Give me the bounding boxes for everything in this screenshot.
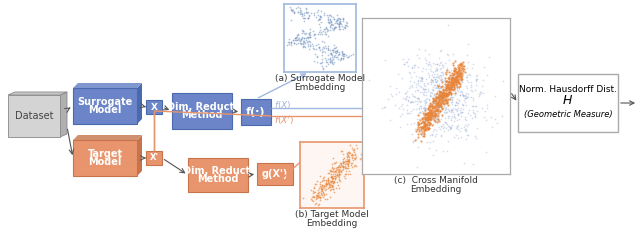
Text: Embedding: Embedding (410, 185, 461, 194)
Text: Target: Target (88, 149, 123, 159)
Text: Dim. Reduct.: Dim. Reduct. (166, 102, 237, 112)
Polygon shape (60, 92, 67, 137)
Text: X: X (150, 102, 157, 111)
FancyBboxPatch shape (73, 88, 137, 124)
FancyBboxPatch shape (146, 100, 162, 114)
Polygon shape (73, 83, 142, 88)
Text: Model: Model (88, 105, 122, 115)
FancyBboxPatch shape (172, 93, 232, 129)
FancyBboxPatch shape (188, 158, 248, 192)
Text: (c)  Cross Manifold: (c) Cross Manifold (394, 176, 478, 185)
FancyBboxPatch shape (257, 163, 293, 185)
Text: $f(X)$: $f(X)$ (274, 99, 292, 111)
FancyBboxPatch shape (518, 74, 618, 132)
FancyBboxPatch shape (146, 151, 162, 165)
Text: Method: Method (181, 110, 223, 120)
Text: Model: Model (88, 157, 122, 167)
Polygon shape (8, 92, 67, 95)
Text: Norm. Hausdorff Dist.: Norm. Hausdorff Dist. (519, 85, 617, 94)
Text: Embedding: Embedding (307, 219, 358, 228)
Text: Dim. Reduct.: Dim. Reduct. (182, 166, 253, 176)
Text: Embedding: Embedding (294, 83, 346, 92)
Text: (a) Surrogate Model: (a) Surrogate Model (275, 74, 365, 83)
Text: Dataset: Dataset (15, 111, 53, 121)
Text: $H$: $H$ (563, 94, 573, 107)
Text: (Geometric Measure): (Geometric Measure) (524, 110, 612, 118)
Polygon shape (73, 135, 142, 140)
FancyBboxPatch shape (241, 99, 271, 125)
Text: X': X' (150, 153, 159, 162)
Text: Surrogate: Surrogate (77, 97, 132, 107)
Text: Method: Method (197, 174, 239, 184)
Text: g(X'): g(X') (262, 169, 288, 179)
FancyBboxPatch shape (73, 140, 137, 176)
Text: f(·): f(·) (246, 107, 266, 117)
Polygon shape (137, 135, 142, 176)
Polygon shape (137, 83, 142, 124)
Text: (b) Target Model: (b) Target Model (295, 210, 369, 219)
Text: $f(X')$: $f(X')$ (274, 114, 294, 126)
FancyBboxPatch shape (8, 95, 60, 137)
